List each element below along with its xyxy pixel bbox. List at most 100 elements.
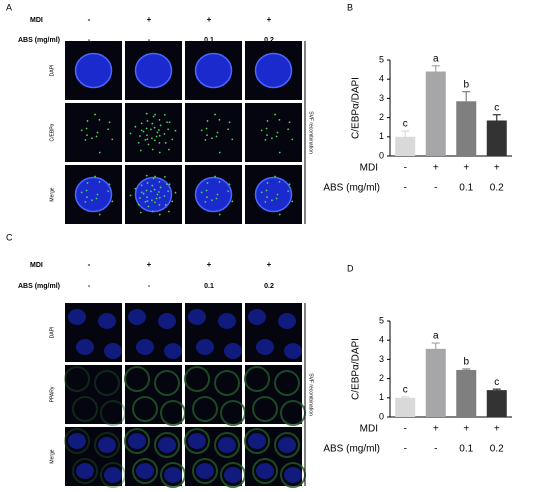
condition: + bbox=[463, 424, 469, 435]
image-row-label: Merge bbox=[49, 187, 55, 201]
signal-dot bbox=[146, 182, 149, 184]
significance-letter: b bbox=[463, 357, 469, 368]
signal-dot bbox=[227, 190, 230, 193]
signal-dot bbox=[218, 151, 221, 154]
row-label: ABS (mg/ml) bbox=[18, 283, 60, 290]
nucleus bbox=[74, 52, 113, 89]
nucleus bbox=[98, 313, 116, 329]
condition-name: MDI bbox=[360, 424, 378, 435]
signal-dot bbox=[151, 199, 153, 202]
condition: + bbox=[494, 163, 500, 174]
signal-dot bbox=[158, 204, 161, 206]
signal-dot bbox=[146, 138, 149, 140]
cytoplasm bbox=[214, 432, 240, 458]
row-label: MDI bbox=[30, 17, 43, 24]
signal-dot bbox=[95, 197, 98, 200]
signal-dot bbox=[140, 191, 143, 194]
cytoplasm bbox=[132, 458, 158, 484]
cytoplasm bbox=[214, 370, 240, 396]
image-row-label: PPARγ bbox=[49, 386, 55, 402]
signal-dot bbox=[274, 113, 276, 116]
row-label: MDI bbox=[30, 262, 43, 269]
condition: - bbox=[88, 283, 91, 290]
nucleus bbox=[136, 463, 154, 479]
signal-dot bbox=[171, 200, 174, 203]
y-tick-label: 3 bbox=[379, 93, 384, 103]
micrograph bbox=[185, 103, 242, 162]
cytoplasm bbox=[244, 366, 270, 392]
bar bbox=[456, 369, 477, 417]
condition: - bbox=[404, 424, 407, 435]
signal-dot bbox=[228, 121, 231, 124]
y-tick-label: 1 bbox=[379, 131, 384, 141]
signal-dot bbox=[278, 213, 281, 216]
signal-dot bbox=[166, 121, 168, 124]
signal-dot bbox=[214, 175, 216, 178]
nucleus bbox=[98, 437, 116, 453]
signal-dot bbox=[129, 132, 132, 135]
bar bbox=[395, 397, 416, 417]
nucleus bbox=[128, 433, 146, 449]
signal-dot bbox=[168, 210, 170, 213]
signal-dot bbox=[158, 213, 161, 216]
nucleus bbox=[256, 339, 274, 355]
signal-dot bbox=[146, 196, 148, 199]
condition: - bbox=[148, 283, 151, 290]
cytoplasm bbox=[94, 432, 120, 458]
condition: 0.2 bbox=[264, 283, 274, 290]
signal-dot bbox=[84, 201, 87, 203]
condition: - bbox=[404, 183, 407, 194]
cytoplasm bbox=[184, 428, 210, 454]
signal-dot bbox=[167, 190, 170, 193]
signal-dot bbox=[260, 191, 263, 194]
y-tick-label: 2 bbox=[379, 112, 384, 122]
signal-dot bbox=[151, 148, 154, 151]
bar bbox=[425, 348, 446, 417]
signal-dot bbox=[91, 137, 93, 140]
signal-dot bbox=[211, 137, 213, 140]
signal-dot bbox=[145, 174, 148, 177]
cytoplasm bbox=[94, 370, 120, 396]
signal-dot bbox=[111, 138, 114, 141]
signal-dot bbox=[164, 203, 167, 206]
nucleus bbox=[76, 463, 94, 479]
signal-dot bbox=[167, 128, 170, 131]
condition: 0.1 bbox=[204, 283, 214, 290]
signal-dot bbox=[146, 120, 149, 122]
signal-dot bbox=[134, 125, 137, 128]
signal-dot bbox=[137, 141, 140, 144]
condition: + bbox=[494, 424, 500, 435]
signal-dot bbox=[271, 199, 273, 202]
condition: - bbox=[434, 444, 437, 455]
signal-dot bbox=[137, 203, 140, 206]
signal-dot bbox=[140, 129, 143, 132]
cytoplasm bbox=[72, 458, 98, 484]
y-tick-label: 3 bbox=[379, 354, 384, 364]
y-tick-label: 5 bbox=[379, 54, 384, 64]
condition-name: ABS (mg/ml) bbox=[323, 183, 380, 194]
significance-letter: a bbox=[433, 331, 439, 342]
signal-dot bbox=[278, 151, 281, 154]
signal-dot bbox=[200, 129, 203, 132]
bar bbox=[395, 136, 416, 156]
cytoplasm bbox=[154, 370, 180, 396]
condition: - bbox=[88, 37, 91, 44]
signal-dot bbox=[153, 188, 156, 191]
signal-dot bbox=[150, 190, 152, 193]
signal-dot bbox=[151, 137, 153, 140]
signal-dot bbox=[144, 201, 147, 203]
signal-dot bbox=[276, 131, 279, 134]
signal-dot bbox=[271, 137, 273, 140]
signal-dot bbox=[145, 127, 148, 130]
condition: 0.1 bbox=[459, 444, 473, 455]
nucleus bbox=[256, 463, 274, 479]
nucleus bbox=[284, 343, 302, 359]
nucleus bbox=[254, 176, 293, 213]
signal-dot bbox=[200, 191, 203, 194]
nucleus bbox=[248, 309, 266, 325]
signal-dot bbox=[287, 190, 290, 193]
signal-dot bbox=[227, 128, 230, 131]
signal-dot bbox=[84, 139, 87, 141]
cytoplasm bbox=[192, 458, 218, 484]
signal-dot bbox=[215, 197, 218, 200]
